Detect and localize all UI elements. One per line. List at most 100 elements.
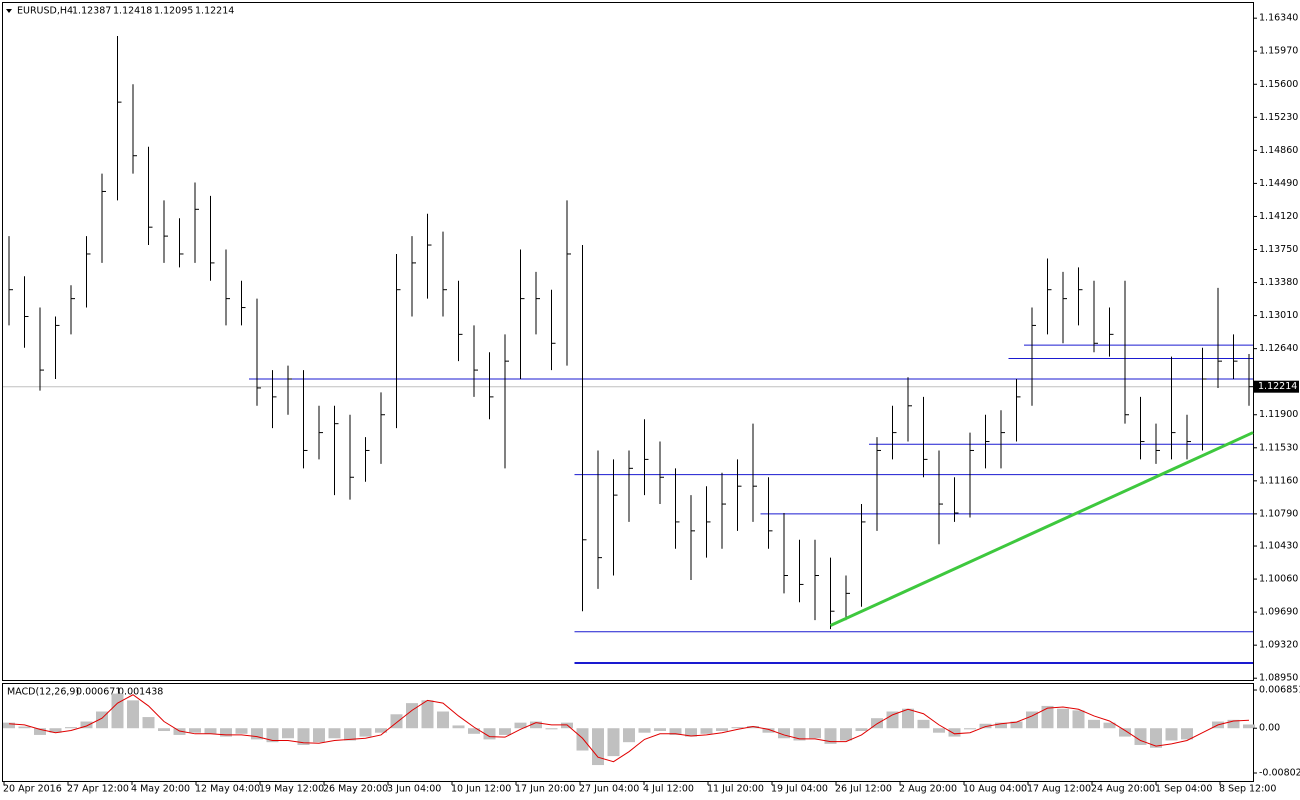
x-tick-label: 11 Jul 20:00 (707, 784, 764, 795)
macd-histogram-bar (685, 728, 697, 737)
y-tick-label: 1.13750 (1259, 244, 1298, 255)
macd-histogram-bar (855, 728, 868, 732)
y-tick-label: 1.13010 (1259, 310, 1298, 321)
y-tick-label: 0.006851 (1259, 685, 1300, 696)
y-tick-label: 1.13380 (1259, 277, 1298, 288)
macd-histogram-bar (1134, 728, 1147, 745)
x-tick-label: 12 May 04:00 (195, 784, 260, 795)
macd-histogram-bar (1150, 728, 1162, 748)
macd-histogram-bar (592, 728, 604, 766)
macd-histogram-bar (778, 728, 790, 739)
macd-histogram-bar (700, 728, 713, 734)
x-tick-label: 2 Aug 20:00 (899, 784, 957, 795)
macd-histogram-bar (1103, 722, 1116, 729)
macd-histogram-bar (1181, 728, 1193, 740)
macd-histogram-bar (840, 728, 852, 741)
macd-histogram-bar (127, 700, 139, 729)
macd-histogram-bar (111, 693, 124, 729)
x-tick-label: 4 Jul 12:00 (643, 784, 694, 795)
x-tick-label: 1 Sep 04:00 (1155, 784, 1212, 795)
macd-histogram-bar (142, 717, 155, 729)
macd-signal-value: 0.001438 (118, 687, 163, 698)
x-tick-label: 17 Jun 20:00 (515, 784, 575, 795)
macd-signal-line (8, 694, 1250, 763)
y-tick-label: 0.00 (1259, 723, 1280, 734)
macd-histogram-bar (328, 728, 341, 739)
y-tick-label: 1.08950 (1259, 673, 1298, 684)
macd-histogram-bar (65, 727, 77, 729)
x-tick-label: 19 Jul 04:00 (771, 784, 828, 795)
macd-histogram-bar (762, 728, 775, 733)
x-tick-label: 19 May 12:00 (259, 784, 324, 795)
macd-histogram-bar (437, 711, 449, 729)
macd-histogram-bar (917, 719, 930, 729)
macd-histogram-bar (514, 722, 527, 729)
x-tick-label: 27 Jun 04:00 (579, 784, 639, 795)
macd-histogram-bar (34, 728, 46, 735)
macd-histogram-bar (638, 728, 651, 733)
macd-histogram-bar (313, 728, 325, 743)
macd-histogram-bar (809, 728, 821, 739)
macd-histogram-bar (282, 728, 294, 739)
symbol: EURUSD,H4 (17, 6, 73, 17)
macd-histogram-bar (979, 723, 992, 729)
x-tick-label: 26 Jul 12:00 (835, 784, 892, 795)
macd-histogram-bar (1026, 711, 1038, 729)
y-tick-label: 1.09690 (1259, 607, 1298, 618)
macd-histogram-bar (793, 728, 806, 741)
y-tick-label: 1.10060 (1259, 574, 1298, 585)
macd-histogram-bar (49, 728, 62, 733)
x-tick-label: 24 Aug 20:00 (1091, 784, 1155, 795)
macd-histogram-bar (1010, 721, 1023, 729)
x-tick-label: 8 Sep 12:00 (1219, 784, 1276, 795)
macd-histogram-bar (344, 728, 356, 741)
macd-histogram-bar (948, 728, 961, 737)
macd-histogram-bar (1119, 728, 1131, 737)
x-tick-label: 10 Jun 12:00 (451, 784, 511, 795)
x-tick-label: 4 May 20:00 (131, 784, 190, 795)
macd-histogram-bar (1227, 719, 1240, 729)
y-tick-label: -0.008026 (1259, 768, 1300, 779)
macd-histogram-bar (189, 728, 201, 733)
macd-histogram-bar (607, 728, 620, 757)
macd-histogram-bar (1072, 710, 1085, 729)
macd-histogram-bar (623, 728, 635, 743)
macd-histogram-bar (1243, 724, 1255, 729)
macd-histogram-bar (421, 700, 434, 729)
macd-histogram-bar (824, 728, 837, 744)
macd-label: MACD(12,26,9) (7, 687, 79, 698)
y-tick-label: 1.10430 (1259, 541, 1298, 552)
y-tick-label: 1.16340 (1259, 13, 1298, 24)
macd-histogram-bar (530, 721, 542, 729)
x-tick-label: 27 Apr 12:00 (67, 784, 129, 795)
macd-histogram-bar (1041, 705, 1054, 729)
header-high: 1.12418 (113, 6, 152, 17)
macd-histogram-bar (220, 728, 232, 737)
macd-histogram-bar (406, 703, 418, 729)
macd-histogram-bar (483, 728, 496, 740)
y-tick-label: 1.12640 (1259, 343, 1298, 354)
macd-histogram-bar (468, 728, 480, 734)
trendline (829, 431, 1254, 627)
x-tick-label: 26 May 20:00 (323, 784, 388, 795)
macd-panel (2, 683, 1254, 782)
macd-histogram-bar (375, 728, 387, 733)
y-tick-label: 1.15970 (1259, 46, 1298, 57)
macd-histogram-bar (297, 728, 310, 745)
macd-histogram-bar (545, 728, 558, 730)
menu-arrow[interactable] (6, 9, 12, 13)
macd-histogram-bar (251, 728, 263, 740)
current-price-box (1254, 380, 1299, 393)
macd-histogram-bar (902, 708, 914, 729)
price-panel (2, 2, 1254, 681)
macd-histogram-bar (266, 728, 279, 743)
macd-histogram-bar (747, 726, 759, 729)
macd-histogram-bar (964, 728, 976, 730)
macd-histogram-bar (933, 728, 945, 733)
macd-histogram-bar (3, 722, 15, 729)
y-tick-label: 1.10790 (1259, 508, 1298, 519)
x-tick-label: 20 Apr 2016 (3, 784, 62, 795)
y-tick-label: 1.15600 (1259, 79, 1298, 90)
macd-histogram-bar (158, 728, 170, 732)
